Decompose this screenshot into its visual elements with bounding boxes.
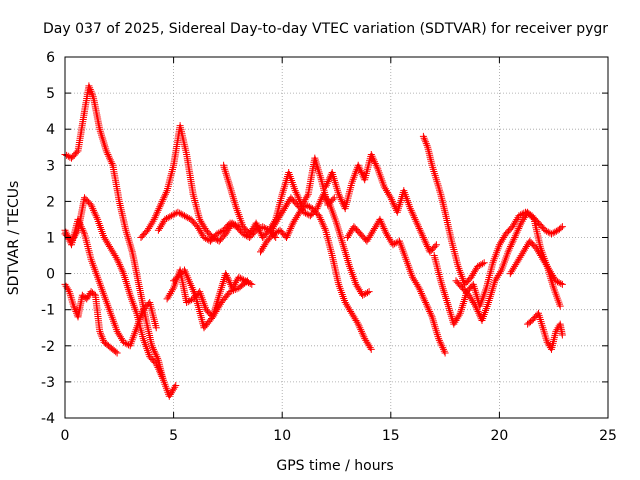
data-points [61,82,566,400]
series-markers [524,309,566,353]
series-track-10 [257,201,375,353]
y-axis-label: SDTVAR / TECUs [6,181,22,296]
series-track-6 [154,208,280,245]
y-tick-label: 1 [46,231,55,247]
x-tick-label: 0 [61,428,70,444]
y-tick-label: -4 [41,411,55,427]
series-track-16 [452,208,564,324]
series-track-12 [322,151,440,256]
y-tick-label: -3 [41,375,55,391]
series-markers [257,201,375,353]
x-tick-label: 10 [273,428,291,444]
series-markers [322,151,440,256]
series-track-5 [137,122,243,245]
series-markers [170,266,251,332]
series-markers [137,122,243,245]
series-markers [154,208,280,245]
series-track-17 [524,309,566,353]
series-markers [267,190,373,299]
series-track-13 [343,215,449,357]
y-tick-label: -2 [41,339,55,355]
y-tick-label: 3 [46,158,55,174]
x-tick-label: 15 [382,428,400,444]
axis-ticks: 0 5 10 15 20 25 -4 -3 -2 -1 0 1 2 3 4 5 6 [41,50,617,444]
y-tick-label: 2 [46,194,55,210]
y-tick-label: 4 [46,122,55,138]
x-axis-label: GPS time / hours [276,458,393,474]
y-tick-label: 6 [46,50,55,66]
series-markers [430,208,566,328]
grid [65,57,608,418]
series-track-8 [170,266,251,332]
series-markers [343,215,449,357]
series-markers [506,237,566,288]
x-tick-label: 20 [490,428,508,444]
series-track-9 [220,154,338,241]
series-markers [452,208,564,324]
series-markers [419,132,488,288]
y-tick-label: -1 [41,303,55,319]
series-track-14 [419,132,488,288]
y-tick-label: 5 [46,86,55,102]
x-tick-label: 5 [169,428,178,444]
series-track-15 [430,208,566,328]
series-track-11 [267,190,373,299]
x-tick-label: 25 [599,428,617,444]
chart-title: Day 037 of 2025, Sidereal Day-to-day VTE… [43,21,608,37]
series-track-18 [506,237,566,288]
series-markers [220,154,338,241]
y-tick-label: 0 [46,267,55,283]
